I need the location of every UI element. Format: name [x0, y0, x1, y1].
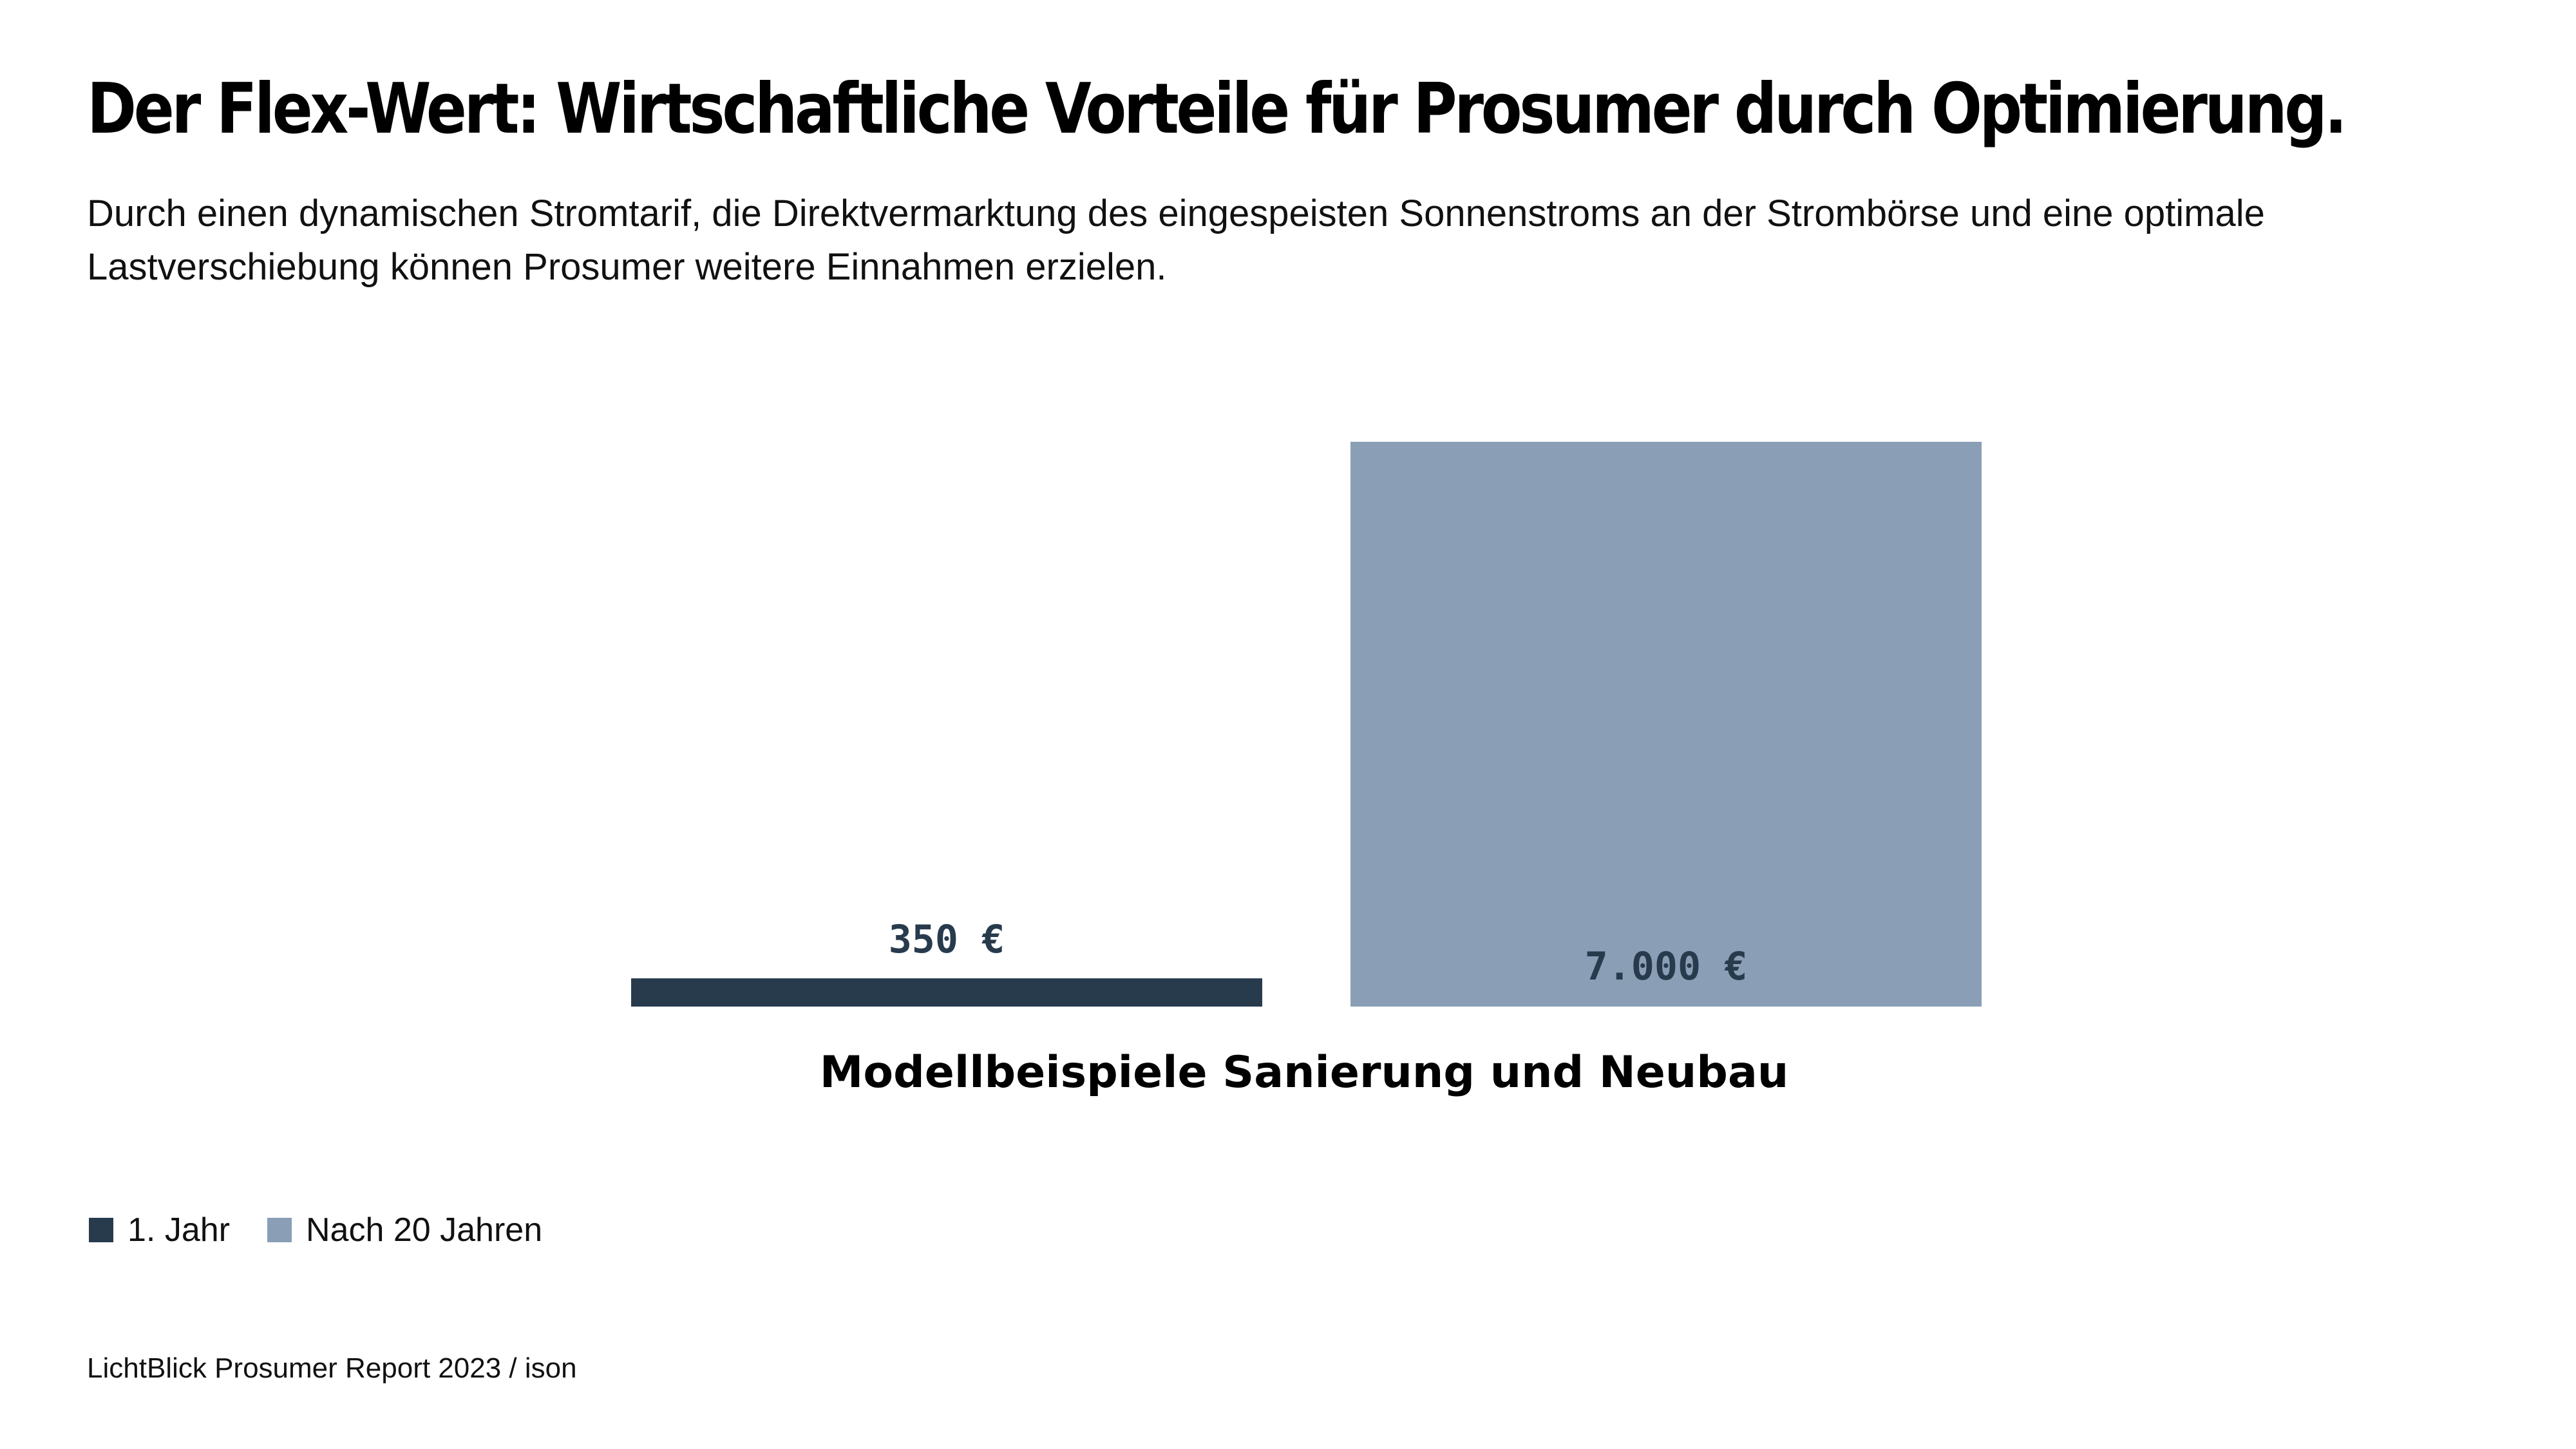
- bar-label-first-year: 350 €: [889, 917, 1005, 962]
- legend-swatch-twenty-years: [267, 1218, 292, 1242]
- legend-item-twenty-years: Nach 20 Jahren: [267, 1211, 542, 1249]
- legend-item-first-year: 1. Jahr: [89, 1211, 230, 1249]
- bar-first-year: [631, 978, 1262, 1007]
- source-note: LichtBlick Prosumer Report 2023 / ison: [87, 1352, 577, 1384]
- bar-twenty-years: [1350, 442, 1982, 1007]
- legend-swatch-first-year: [89, 1218, 113, 1242]
- legend-label-first-year: 1. Jahr: [128, 1211, 230, 1249]
- chart-title: Der Flex-Wert: Wirtschaftliche Vorteile …: [87, 69, 2347, 149]
- bar-chart: 350 € 7.000 € Modellbeispiele Sanierung u…: [631, 442, 1982, 1098]
- chart-subtitle: Durch einen dynamischen Stromtarif, die …: [87, 193, 2265, 288]
- x-category-label: Modellbeispiele Sanierung und Neubau: [820, 1047, 1789, 1098]
- legend: 1. Jahr Nach 20 Jahren: [89, 1211, 542, 1249]
- bar-label-twenty-years: 7.000 €: [1585, 944, 1748, 989]
- legend-label-twenty-years: Nach 20 Jahren: [305, 1211, 543, 1249]
